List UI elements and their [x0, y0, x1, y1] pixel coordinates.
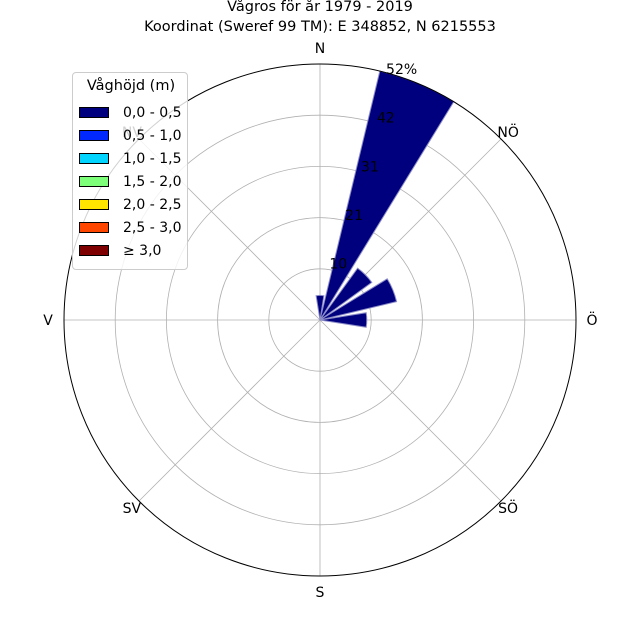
legend-label: 2,0 - 2,5 — [123, 197, 182, 213]
sector-bar — [315, 294, 325, 321]
sector-bar — [319, 267, 373, 321]
legend-item: 1,0 - 1,5 — [79, 149, 187, 169]
direction-label: N — [315, 41, 325, 57]
direction-label: Ö — [586, 311, 597, 329]
radial-tick-label: 42 — [377, 111, 395, 127]
legend-swatch — [79, 130, 109, 141]
direction-label: NÖ — [497, 123, 519, 141]
legend-label: 1,5 - 2,0 — [123, 174, 182, 190]
legend-label: ≥ 3,0 — [123, 243, 162, 259]
radial-tick-label: 21 — [345, 208, 363, 224]
direction-label: V — [43, 313, 53, 329]
legend-title: Våghöjd (m) — [86, 78, 176, 94]
chart-title: Vågros för år 1979 - 2019 — [227, 0, 413, 15]
legend-label: 2,5 - 3,0 — [123, 220, 182, 236]
direction-label: S — [316, 585, 325, 601]
legend-label: 1,0 - 1,5 — [123, 151, 182, 167]
polar-frame — [63, 63, 577, 577]
radial-tick-label: 10 — [329, 257, 347, 273]
radial-tick-label: 31 — [361, 159, 379, 175]
legend-item: 0,5 - 1,0 — [79, 126, 187, 146]
legend-item: ≥ 3,0 — [79, 241, 187, 261]
legend-swatch — [79, 199, 109, 210]
direction-label: SV — [123, 501, 142, 517]
radial-tick-label: 52% — [386, 62, 417, 78]
legend-swatch — [79, 176, 109, 187]
legend: Våghöjd (m) 0,0 - 0,5 0,5 - 1,0 1,0 - 1,5 1… — [72, 72, 188, 270]
legend-item: 2,5 - 3,0 — [79, 218, 187, 238]
legend-item: 1,5 - 2,0 — [79, 172, 187, 192]
legend-swatch — [79, 245, 109, 256]
chart-subtitle: Koordinat (Sweref 99 TM): E 348852, N 62… — [144, 19, 496, 35]
legend-label: 0,5 - 1,0 — [123, 128, 182, 144]
legend-item: 0,0 - 0,5 — [79, 103, 187, 123]
grid-spoke — [319, 319, 502, 502]
sector-bar — [319, 312, 368, 328]
legend-swatch — [79, 107, 109, 118]
legend-swatch — [79, 222, 109, 233]
sector-bar — [319, 278, 398, 321]
direction-label: SÖ — [498, 499, 518, 517]
sector-bars — [315, 70, 455, 328]
grid-spoke — [138, 319, 321, 502]
legend-item: 2,0 - 2,5 — [79, 195, 187, 215]
legend-swatch — [79, 153, 109, 164]
legend-label: 0,0 - 0,5 — [123, 105, 182, 121]
